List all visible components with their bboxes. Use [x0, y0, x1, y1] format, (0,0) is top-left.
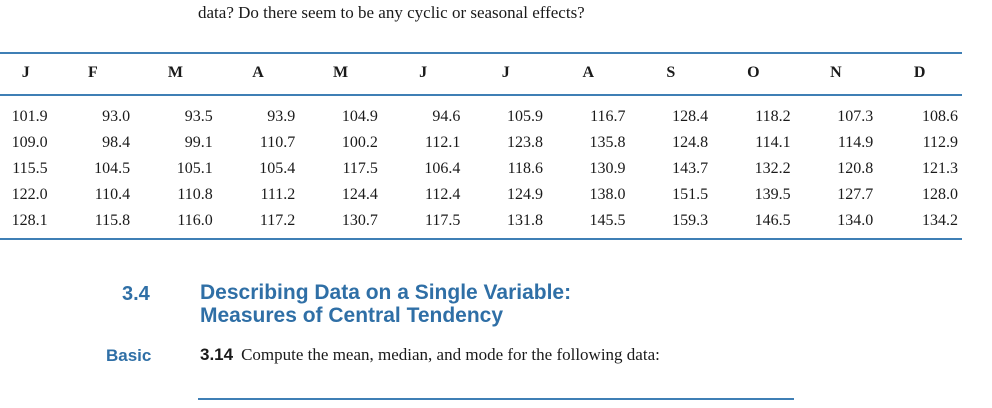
table-row: 128.1 115.8 116.0 117.2 130.7 117.5 131.8 145.5…	[0, 208, 962, 234]
column-header: N	[830, 64, 842, 81]
difficulty-label: Basic	[106, 346, 152, 365]
table-cell: 109.0	[11, 134, 48, 151]
table-cell: 120.8	[837, 160, 874, 177]
column-header: M	[167, 64, 183, 81]
table-cell: 99.1	[184, 134, 213, 151]
table-cell: 130.9	[589, 160, 626, 177]
intro-text: data? Do there seem to be any cyclic or …	[198, 3, 585, 22]
table-cell: 123.8	[506, 134, 543, 151]
table-cell: 93.0	[102, 108, 131, 125]
exercise-number: 3.14	[200, 345, 234, 364]
column-header: M	[333, 64, 349, 81]
table-cell: 128.1	[11, 212, 48, 229]
column-header: O	[747, 64, 760, 81]
table-cell: 115.8	[94, 212, 131, 229]
exercise-statement: 3.14 Compute the mean, median, and mode f…	[200, 345, 660, 365]
table-cell: 93.9	[267, 108, 296, 125]
table-cell: 104.5	[94, 160, 131, 177]
table-cell: 114.9	[837, 134, 874, 151]
table-cell: 134.2	[922, 212, 958, 229]
table-cell: 117.5	[425, 212, 461, 229]
section-title: Describing Data on a Single Variable: Me…	[200, 281, 571, 327]
table-cell: 116.7	[590, 108, 626, 125]
table-cell: 93.5	[184, 108, 213, 125]
table-cell: 112.9	[922, 134, 958, 151]
table-cell: 134.0	[837, 212, 874, 229]
table-cell: 118.6	[507, 160, 543, 177]
column-header: J	[419, 64, 428, 81]
table-cell: 135.8	[589, 134, 626, 151]
section-title-line-1: Describing Data on a Single Variable:	[200, 281, 572, 304]
column-header: S	[666, 64, 676, 81]
table-row: 115.5 104.5 105.1 105.4 117.5 106.4 118.6 130.9…	[0, 156, 962, 182]
bottom-table-rule	[198, 398, 794, 400]
table-cell: 143.7	[672, 160, 709, 177]
table-cell: 124.9	[506, 186, 543, 203]
table-cell: 118.2	[755, 108, 791, 125]
table-cell: 101.9	[11, 108, 48, 125]
table-cell: 121.3	[922, 160, 958, 177]
table-cell: 110.7	[259, 134, 296, 151]
table-cell: 124.8	[672, 134, 709, 151]
table-cell: 131.8	[506, 212, 543, 229]
table-cell: 117.2	[259, 212, 296, 229]
table-cell: 114.1	[755, 134, 791, 151]
table-cell: 139.5	[754, 186, 791, 203]
column-header: J	[501, 64, 510, 81]
table-cell: 112.1	[425, 134, 461, 151]
column-header: A	[252, 64, 264, 81]
table-row: 109.0 98.4 99.1 110.7 100.2 112.1 123.8 135.8 12…	[0, 130, 962, 156]
table-cell: 98.4	[102, 134, 131, 151]
table-cell: 138.0	[589, 186, 626, 203]
table-cell: 145.5	[589, 212, 626, 229]
column-header: F	[88, 64, 98, 81]
table-cell: 94.6	[432, 108, 461, 125]
table-cell: 105.1	[176, 160, 213, 177]
table-cell: 117.5	[342, 160, 378, 177]
column-header: D	[913, 64, 926, 81]
column-header: J	[21, 64, 30, 81]
column-header: A	[582, 64, 595, 81]
table-cell: 128.0	[922, 186, 958, 203]
table-cell: 151.5	[672, 186, 709, 203]
table-header-rule	[0, 94, 962, 96]
table-cell: 105.9	[506, 108, 543, 125]
table-cell: 132.2	[754, 160, 791, 177]
table-body: 101.9 93.0 93.5 93.9 104.9 94.6 105.9 116.7 128.…	[0, 94, 962, 234]
table-cell: 104.9	[341, 108, 378, 125]
table-bottom-rule	[0, 238, 962, 240]
table-cell: 115.5	[12, 160, 48, 177]
table-row: 101.9 93.0 93.5 93.9 104.9 94.6 105.9 116.7 128.…	[0, 94, 962, 130]
table-cell: 146.5	[754, 212, 791, 229]
table-cell: 106.4	[424, 160, 461, 177]
table-cell: 110.8	[177, 186, 213, 203]
table-cell: 110.4	[94, 186, 131, 203]
section-number: 3.4	[122, 283, 150, 305]
table-cell: 116.0	[177, 212, 213, 229]
table-cell: 111.2	[260, 186, 296, 203]
table-cell: 159.3	[672, 212, 709, 229]
section-title-line-2: Measures of Central Tendency	[200, 304, 504, 327]
table-cell: 122.0	[11, 186, 48, 203]
table-cell: 100.2	[341, 134, 378, 151]
table-cell: 108.6	[922, 108, 958, 125]
table-cell: 128.4	[672, 108, 709, 125]
table-row: 122.0 110.4 110.8 111.2 124.4 112.4 124.9 138.0…	[0, 182, 962, 208]
table-cell: 107.3	[837, 108, 874, 125]
table-top-rule	[0, 52, 962, 54]
table-cell: 105.4	[259, 160, 296, 177]
table-cell: 124.4	[341, 186, 378, 203]
table-cell: 130.7	[341, 212, 378, 229]
table-cell: 127.7	[837, 186, 874, 203]
exercise-text: Compute the mean, median, and mode for t…	[241, 345, 660, 364]
table-cell: 112.4	[425, 186, 461, 203]
